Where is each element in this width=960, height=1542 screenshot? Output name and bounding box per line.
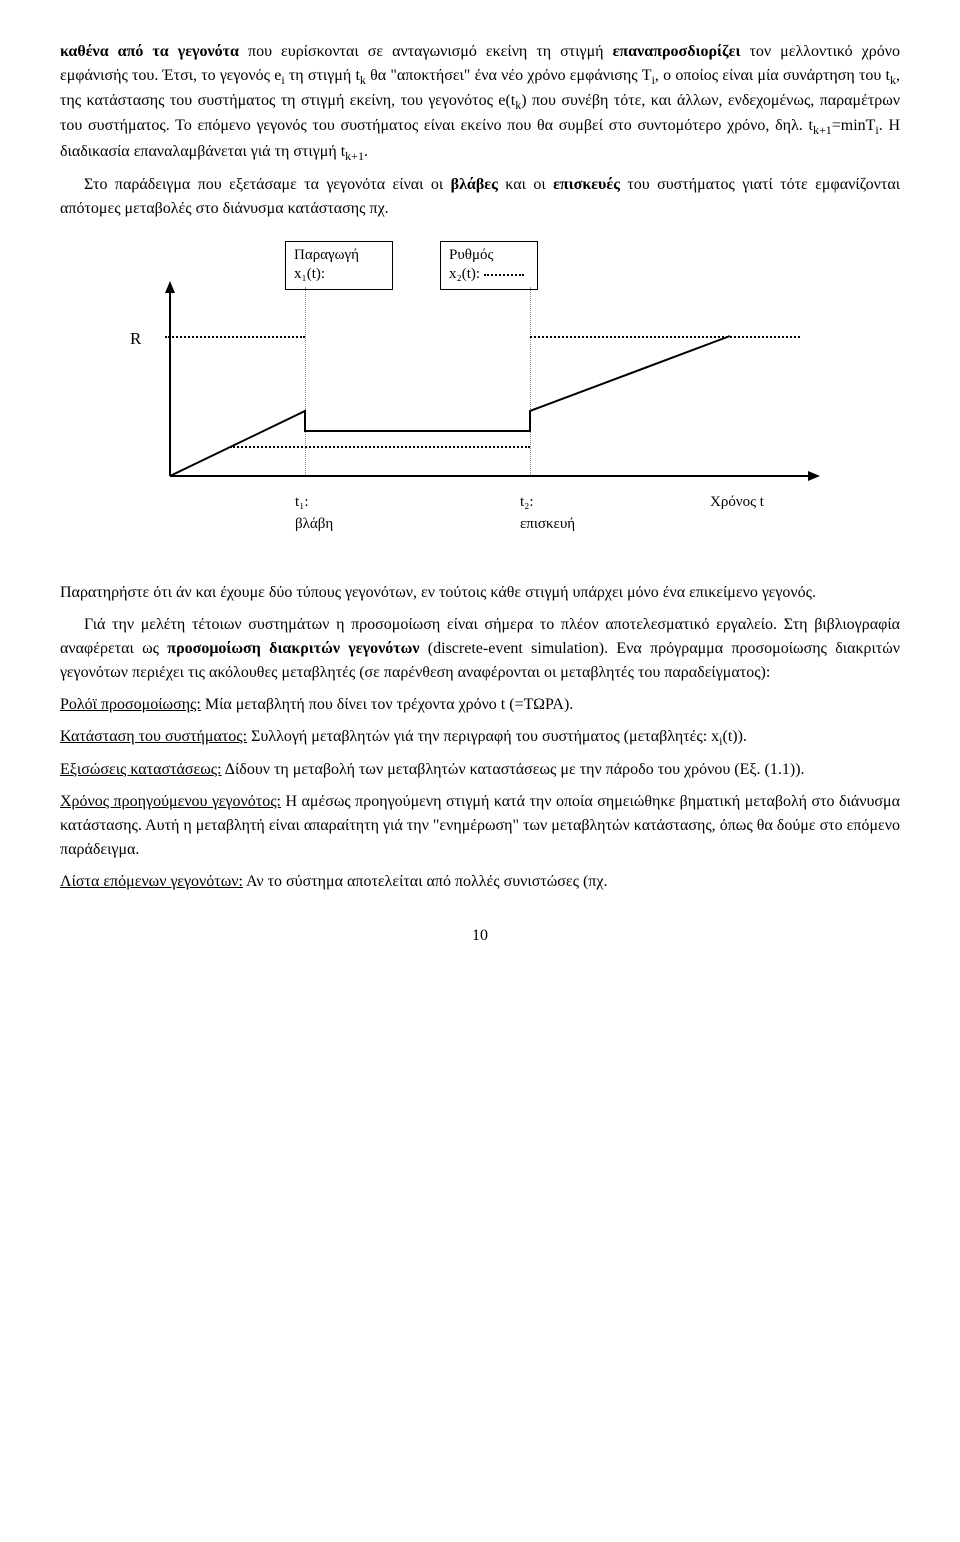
def-clock: Ρολόϊ προσομοίωσης: Μία μεταβλητή που δί… (60, 693, 900, 717)
time-label: Χρόνος t (710, 491, 764, 514)
box-production: Παραγωγή x₁(t): (285, 241, 393, 290)
paragraph-2: Στο παράδειγμα που εξετάσαμε τα γεγονότα… (60, 173, 900, 221)
paragraph-4: Γιά την μελέτη τέτοιων συστημάτων η προσ… (60, 613, 900, 685)
bold-text: καθένα από τα γεγονότα (60, 43, 239, 60)
def-prev-event: Χρόνος προηγούμενου γεγονότος: Η αμέσως … (60, 790, 900, 862)
lower-dotted (230, 446, 530, 448)
production-curve (170, 331, 810, 481)
paragraph-3: Παρατηρήστε ότι άν και έχουμε δύο τύπους… (60, 581, 900, 605)
t2-label: t₂: επισκευή (520, 491, 575, 536)
box-rate: Ρυθμός x₂(t): (440, 241, 538, 290)
page-number: 10 (60, 924, 900, 948)
def-equations: Εξισώσεις καταστάσεως: Δίδουν τη μεταβολ… (60, 758, 900, 782)
bold-text: επαναπροσδιορίζει (613, 43, 741, 60)
def-event-list: Λίστα επόμενων γεγονότων: Αν το σύστημα … (60, 870, 900, 894)
paragraph-1: καθένα από τα γεγονότα που ευρίσκονται σ… (60, 40, 900, 165)
def-state: Κατάσταση του συστήματος: Συλλογή μεταβλ… (60, 725, 900, 750)
t1-label: t₁: βλάβη (295, 491, 333, 536)
r-label: R (130, 326, 141, 352)
diagram: Παραγωγή x₁(t): Ρυθμός x₂(t): R t₁: βλάβ… (130, 241, 830, 551)
dotted-sample (484, 274, 524, 276)
